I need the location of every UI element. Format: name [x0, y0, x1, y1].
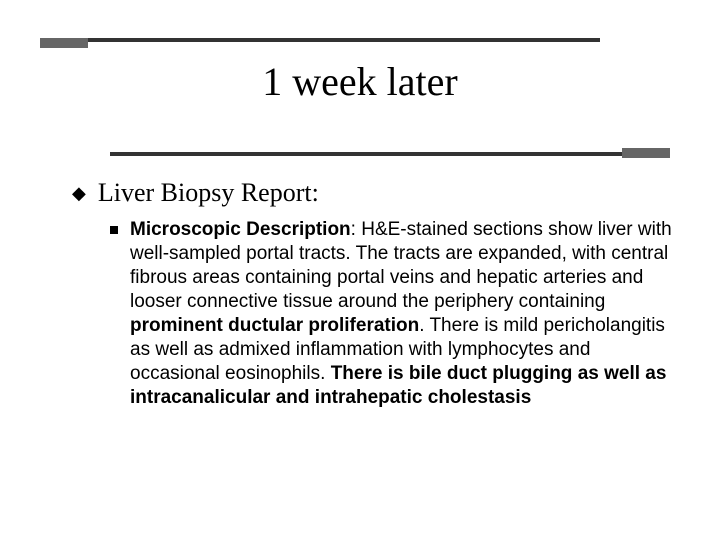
slide-title: 1 week later [0, 58, 720, 105]
diamond-bullet-icon: ◆ [72, 178, 86, 208]
emph1: prominent ductular proliferation [130, 315, 419, 336]
microscopic-label: Microscopic Description [130, 219, 351, 240]
bullet2-text: Microscopic Description: H&E-stained sec… [130, 218, 672, 410]
top-rule-accent [40, 38, 88, 48]
body-content: ◆ Liver Biopsy Report: Microscopic Descr… [72, 178, 672, 410]
slide: 1 week later ◆ Liver Biopsy Report: Micr… [0, 0, 720, 540]
mid-rule-accent [622, 148, 670, 158]
bullet-level1: ◆ Liver Biopsy Report: [72, 178, 672, 208]
bullet1-text: Liver Biopsy Report: [98, 178, 319, 208]
square-bullet-icon [110, 226, 118, 234]
mid-rule [110, 152, 670, 156]
bullet-level2: Microscopic Description: H&E-stained sec… [110, 218, 672, 410]
top-rule [40, 38, 600, 42]
